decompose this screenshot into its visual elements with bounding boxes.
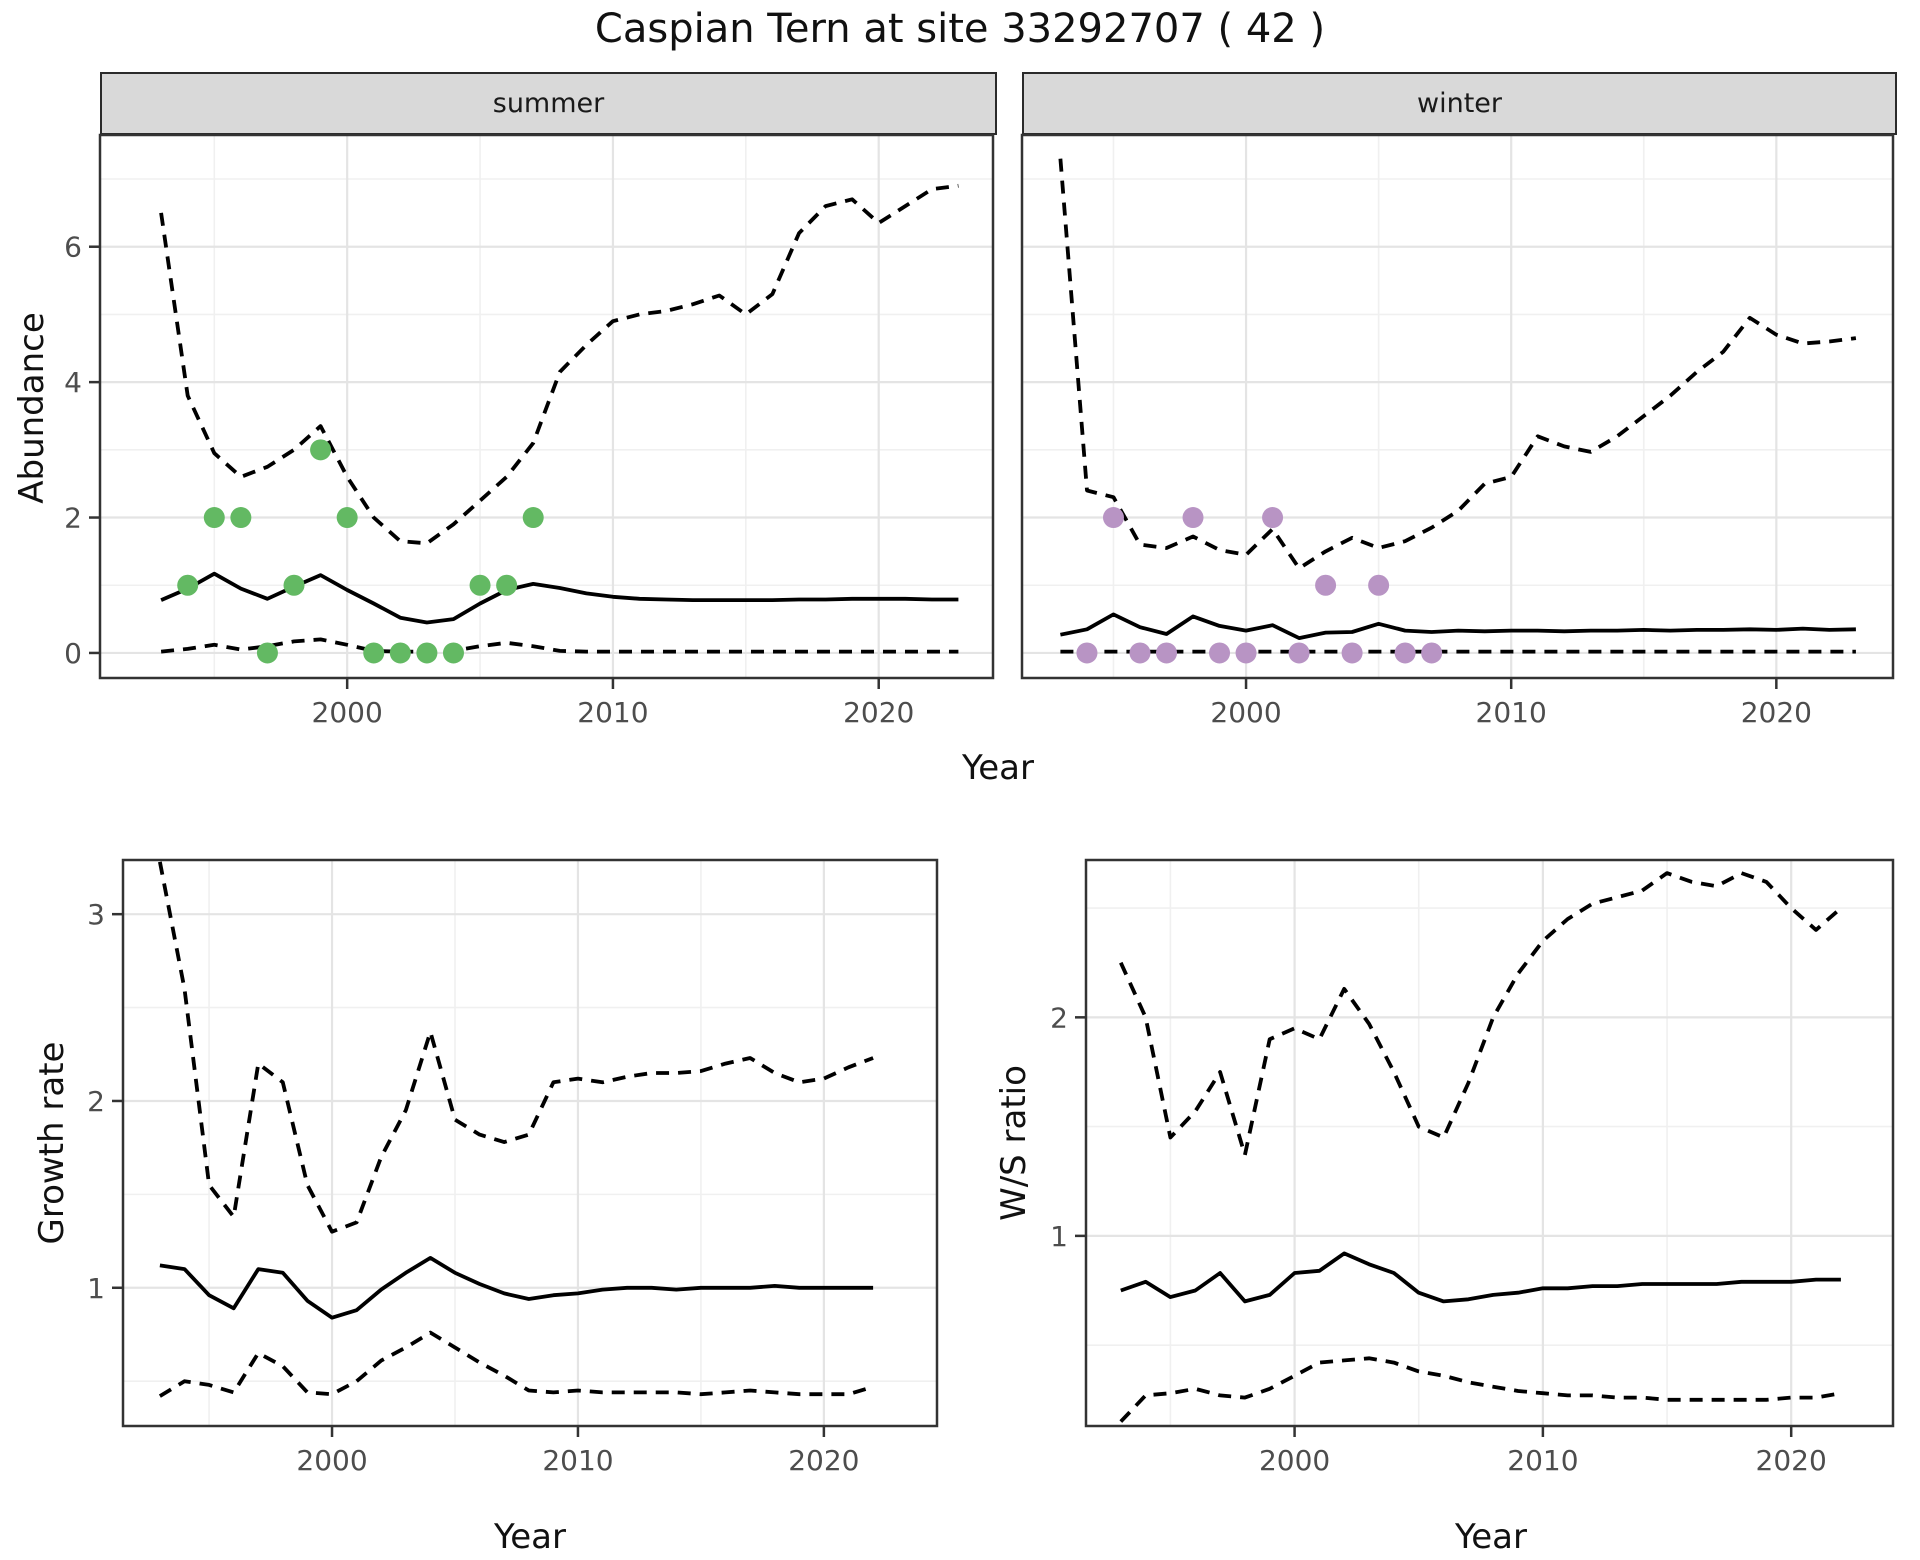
- obs-point-abundance-summer: [203, 507, 225, 529]
- panel-border-ws-ratio: [1084, 858, 1895, 1428]
- y-tick-label: 2: [87, 1085, 105, 1118]
- obs-point-abundance-winter: [1368, 574, 1390, 596]
- obs-point-abundance-winter: [1076, 642, 1098, 664]
- obs-point-abundance-summer: [363, 642, 385, 664]
- y-axis-title-growth: Growth rate: [32, 1041, 72, 1245]
- y-axis-title-ws: W/S ratio: [994, 1065, 1034, 1221]
- x-tick-label: 2010: [1507, 1444, 1578, 1477]
- panel-border-growth-rate: [121, 858, 939, 1428]
- x-tick-label: 2000: [296, 1444, 367, 1477]
- y-tick-label: 1: [1050, 1220, 1068, 1253]
- obs-point-abundance-winter: [1102, 507, 1124, 529]
- facet-strip-summer-label: summer: [492, 88, 605, 119]
- x-tick-label: 2000: [1259, 1444, 1330, 1477]
- series-median-abundance-winter: [1060, 612, 1856, 640]
- facet-strip-winter-label: winter: [1417, 88, 1502, 119]
- series-upper-ci-ws-ratio: [1119, 871, 1843, 1157]
- obs-point-abundance-winter: [1156, 642, 1178, 664]
- obs-point-abundance-winter: [1182, 507, 1204, 529]
- series-upper-ci-abundance-summer: [159, 183, 959, 546]
- obs-point-abundance-summer: [310, 439, 332, 461]
- x-axis-title-growth: Year: [494, 1517, 566, 1557]
- series-median-growth-rate: [159, 1256, 874, 1320]
- obs-point-abundance-summer: [522, 507, 544, 529]
- series-median-ws-ratio: [1120, 1251, 1841, 1304]
- obs-point-abundance-summer: [336, 507, 358, 529]
- series-upper-ci-growth-rate: [158, 861, 874, 1234]
- obs-point-abundance-winter: [1341, 642, 1363, 664]
- x-axis-title-ws: Year: [1455, 1517, 1527, 1557]
- x-tick-label: 2020: [1741, 696, 1812, 729]
- plot-title: Caspian Tern at site 33292707 ( 42 ): [594, 6, 1326, 52]
- obs-point-abundance-summer: [496, 574, 518, 596]
- obs-point-abundance-winter: [1315, 574, 1337, 596]
- obs-point-abundance-summer: [256, 642, 278, 664]
- y-tick-label: 3: [87, 898, 105, 931]
- obs-point-abundance-summer: [469, 574, 491, 596]
- y-tick-label: 2: [64, 502, 82, 535]
- y-tick-label: 0: [64, 637, 82, 670]
- facet-strip-winter: winter: [1022, 72, 1897, 135]
- obs-point-abundance-summer: [416, 642, 438, 664]
- obs-point-abundance-summer: [177, 574, 199, 596]
- y-tick-label: 1: [87, 1272, 105, 1305]
- obs-point-abundance-winter: [1235, 642, 1257, 664]
- obs-point-abundance-summer: [283, 574, 305, 596]
- obs-point-abundance-winter: [1129, 642, 1151, 664]
- y-axis-title-abundance: Abundance: [12, 312, 52, 504]
- x-tick-label: 2010: [542, 1444, 613, 1477]
- obs-point-abundance-winter: [1288, 642, 1310, 664]
- obs-point-abundance-winter: [1421, 642, 1443, 664]
- panel-growth-rate: [123, 860, 937, 1426]
- obs-point-abundance-summer: [442, 642, 464, 664]
- obs-point-abundance-winter: [1394, 642, 1416, 664]
- obs-point-abundance-summer: [230, 507, 252, 529]
- panel-border-abundance-summer: [98, 133, 995, 680]
- y-tick-label: 4: [64, 366, 82, 399]
- x-axis-title-top: Year: [962, 748, 1034, 788]
- panel-ws-ratio: [1086, 860, 1893, 1426]
- y-tick-label: 2: [1050, 1001, 1068, 1034]
- facet-strip-summer: summer: [100, 72, 997, 135]
- series-lower-ci-abundance-summer: [160, 637, 959, 654]
- x-tick-label: 2020: [843, 696, 914, 729]
- obs-point-abundance-summer: [389, 642, 411, 664]
- series-upper-ci-abundance-winter: [1058, 158, 1857, 571]
- panel-border-abundance-winter: [1020, 133, 1895, 680]
- x-tick-label: 2010: [1476, 696, 1547, 729]
- panel-abundance-winter: [1022, 135, 1893, 678]
- obs-point-abundance-winter: [1262, 507, 1284, 529]
- y-tick-label: 6: [64, 231, 82, 264]
- x-tick-label: 2000: [1210, 696, 1281, 729]
- obs-point-abundance-winter: [1209, 642, 1231, 664]
- x-tick-label: 2020: [788, 1444, 859, 1477]
- series-lower-ci-growth-rate: [158, 1330, 874, 1398]
- series-lower-ci-ws-ratio: [1119, 1356, 1842, 1423]
- x-tick-label: 2000: [312, 696, 383, 729]
- x-tick-label: 2010: [577, 696, 648, 729]
- x-tick-label: 2020: [1756, 1444, 1827, 1477]
